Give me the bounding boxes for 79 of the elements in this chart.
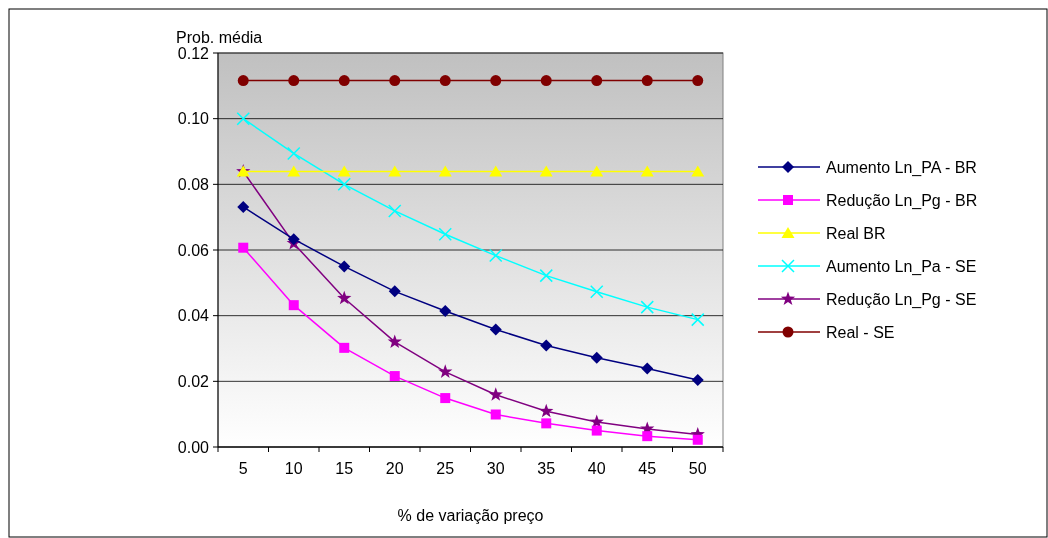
point (236, 111, 250, 126)
point (490, 75, 502, 87)
point (691, 312, 705, 327)
point (388, 204, 402, 218)
point (489, 165, 503, 177)
point (540, 75, 552, 87)
legend-label: Redução Ln_Pg - BR (826, 191, 978, 210)
point (337, 165, 351, 177)
point (337, 290, 352, 305)
y-tick-label: 0.12 (177, 44, 210, 62)
point (640, 300, 654, 314)
point (388, 285, 401, 298)
point (691, 165, 705, 177)
point (490, 409, 501, 420)
y-tick-label: 0.00 (177, 438, 210, 456)
point (641, 362, 654, 375)
point (539, 403, 554, 418)
x-tick-label: 50 (688, 460, 707, 477)
point (438, 227, 452, 241)
x-tick-label: 35 (537, 460, 556, 477)
y-tick-label: 0.04 (177, 307, 210, 325)
x-tick-label: 45 (638, 460, 657, 477)
y-axis-title: Prob. média (176, 29, 263, 46)
point (439, 75, 451, 87)
point (389, 75, 401, 87)
point (692, 434, 703, 445)
point (337, 177, 351, 192)
point (288, 75, 300, 87)
point (489, 248, 503, 263)
point (489, 323, 502, 336)
x-tick-label: 20 (385, 460, 404, 477)
legend-label: Real BR (826, 224, 886, 242)
point (641, 75, 653, 87)
point (288, 300, 299, 311)
point (692, 75, 704, 87)
point (590, 284, 604, 299)
legend-label: Aumento Ln_PA - BR (826, 158, 977, 177)
point (338, 260, 351, 273)
point (691, 374, 704, 387)
x-tick-label: 5 (238, 460, 248, 477)
point (439, 305, 452, 318)
x-tick-label: 25 (436, 460, 455, 477)
point (539, 165, 553, 177)
point (389, 371, 400, 382)
point (438, 165, 452, 177)
point (590, 165, 604, 177)
point (591, 425, 602, 436)
point (238, 242, 249, 253)
point (287, 146, 301, 161)
x-tick-label: 40 (587, 460, 606, 477)
y-tick-label: 0.08 (177, 175, 210, 193)
point (338, 75, 350, 87)
x-axis-title: % de variação preço (397, 507, 544, 524)
x-tick-label: 30 (486, 460, 505, 477)
point (237, 200, 250, 213)
x-tick-label: 15 (335, 460, 354, 477)
point (388, 165, 402, 177)
point (287, 165, 301, 177)
point (440, 393, 451, 404)
point (387, 334, 402, 348)
point (591, 75, 603, 87)
point (237, 75, 249, 87)
y-tick-label: 0.02 (177, 372, 210, 390)
point (287, 233, 300, 246)
point (590, 351, 603, 364)
point (540, 339, 553, 352)
y-tick-label: 0.10 (177, 110, 210, 128)
legend-label: Real - SE (826, 323, 895, 341)
point (640, 165, 654, 177)
y-tick-label: 0.06 (177, 241, 210, 259)
point (438, 364, 453, 378)
legend-label: Redução Ln_Pg - SE (826, 290, 977, 309)
point (541, 418, 552, 429)
point (339, 342, 350, 353)
legend-label: Aumento Ln_Pa - SE (826, 257, 977, 276)
x-tick-label: 10 (284, 460, 303, 477)
point (539, 268, 553, 283)
point (488, 387, 503, 401)
point (642, 431, 653, 442)
